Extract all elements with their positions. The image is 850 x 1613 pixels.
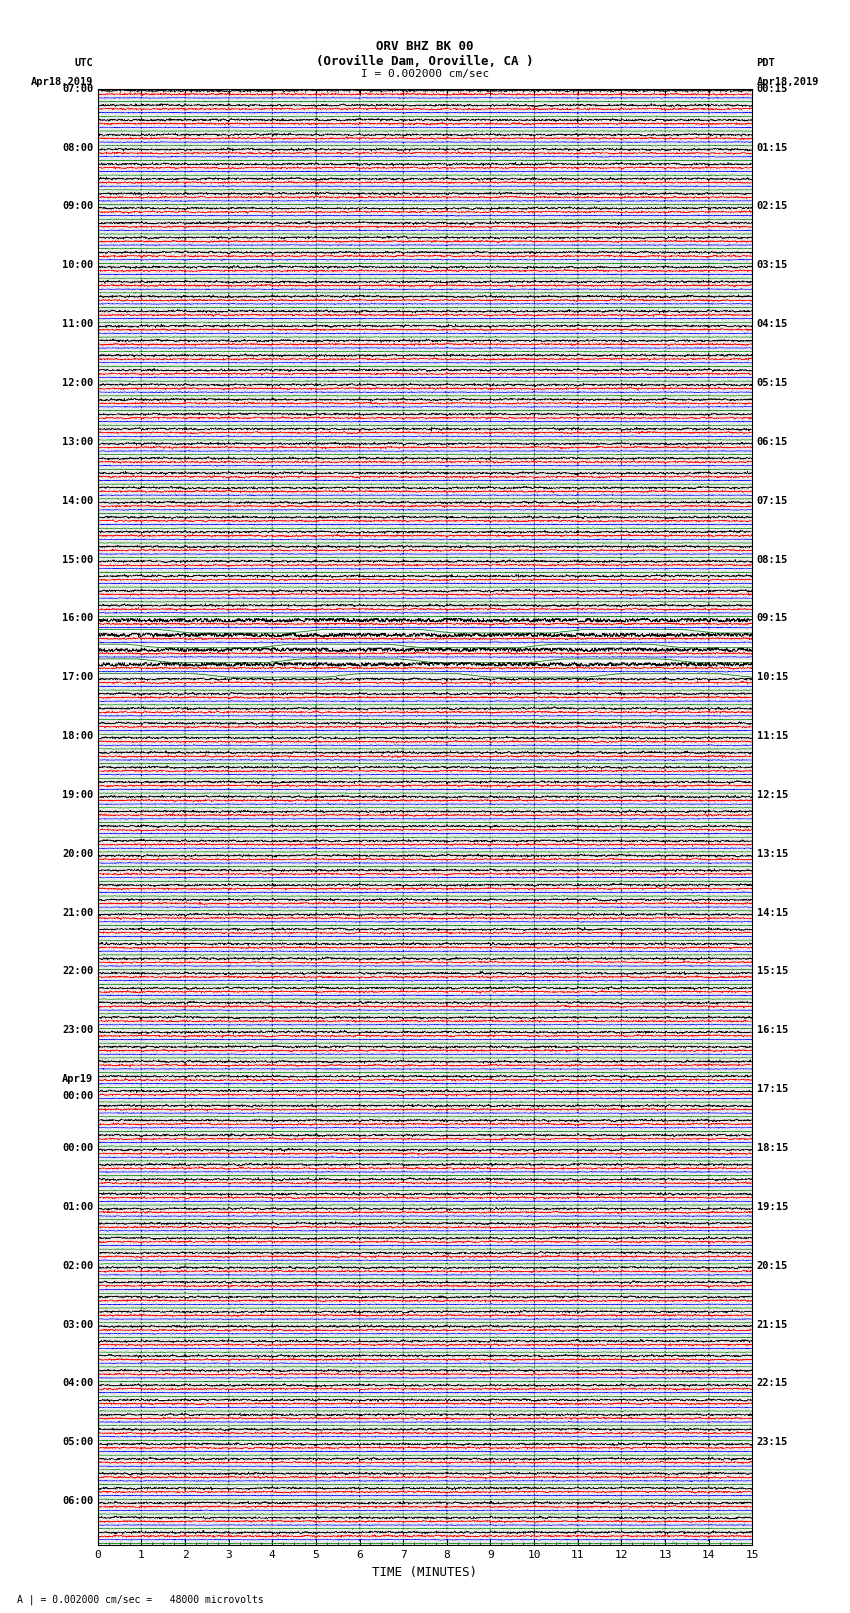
Text: 06:00: 06:00 xyxy=(62,1497,94,1507)
Text: 10:15: 10:15 xyxy=(756,673,788,682)
Text: 14:15: 14:15 xyxy=(756,908,788,918)
Text: 15:00: 15:00 xyxy=(62,555,94,565)
Text: 23:15: 23:15 xyxy=(756,1437,788,1447)
Text: (Oroville Dam, Oroville, CA ): (Oroville Dam, Oroville, CA ) xyxy=(316,55,534,68)
Text: 02:15: 02:15 xyxy=(756,202,788,211)
Text: 18:00: 18:00 xyxy=(62,731,94,740)
Text: 06:15: 06:15 xyxy=(756,437,788,447)
Text: 17:15: 17:15 xyxy=(756,1084,788,1094)
Text: 12:00: 12:00 xyxy=(62,377,94,389)
Text: 21:15: 21:15 xyxy=(756,1319,788,1329)
Text: 01:15: 01:15 xyxy=(756,142,788,153)
Text: 14:00: 14:00 xyxy=(62,495,94,505)
X-axis label: TIME (MINUTES): TIME (MINUTES) xyxy=(372,1566,478,1579)
Text: 04:00: 04:00 xyxy=(62,1379,94,1389)
Text: 05:15: 05:15 xyxy=(756,377,788,389)
Text: 13:00: 13:00 xyxy=(62,437,94,447)
Text: ORV BHZ BK 00: ORV BHZ BK 00 xyxy=(377,40,473,53)
Text: 08:15: 08:15 xyxy=(756,555,788,565)
Text: 09:00: 09:00 xyxy=(62,202,94,211)
Text: 22:15: 22:15 xyxy=(756,1379,788,1389)
Text: 19:15: 19:15 xyxy=(756,1202,788,1211)
Text: Apr18,2019: Apr18,2019 xyxy=(31,77,94,87)
Text: 07:15: 07:15 xyxy=(756,495,788,505)
Text: 10:00: 10:00 xyxy=(62,260,94,271)
Text: I = 0.002000 cm/sec: I = 0.002000 cm/sec xyxy=(361,69,489,79)
Text: 01:00: 01:00 xyxy=(62,1202,94,1211)
Text: 04:15: 04:15 xyxy=(756,319,788,329)
Text: 21:00: 21:00 xyxy=(62,908,94,918)
Text: UTC: UTC xyxy=(75,58,94,68)
Text: 19:00: 19:00 xyxy=(62,790,94,800)
Text: 16:15: 16:15 xyxy=(756,1026,788,1036)
Text: Apr19: Apr19 xyxy=(62,1074,94,1084)
Text: 16:00: 16:00 xyxy=(62,613,94,623)
Text: 18:15: 18:15 xyxy=(756,1144,788,1153)
Text: 05:00: 05:00 xyxy=(62,1437,94,1447)
Text: 15:15: 15:15 xyxy=(756,966,788,976)
Text: 09:15: 09:15 xyxy=(756,613,788,623)
Text: A | = 0.002000 cm/sec =   48000 microvolts: A | = 0.002000 cm/sec = 48000 microvolts xyxy=(17,1594,264,1605)
Text: 00:00: 00:00 xyxy=(62,1144,94,1153)
Text: 08:00: 08:00 xyxy=(62,142,94,153)
Text: 11:00: 11:00 xyxy=(62,319,94,329)
Text: PDT: PDT xyxy=(756,58,775,68)
Text: 00:15: 00:15 xyxy=(756,84,788,94)
Text: 03:00: 03:00 xyxy=(62,1319,94,1329)
Text: 13:15: 13:15 xyxy=(756,848,788,858)
Text: 11:15: 11:15 xyxy=(756,731,788,740)
Text: Apr18,2019: Apr18,2019 xyxy=(756,77,819,87)
Text: 03:15: 03:15 xyxy=(756,260,788,271)
Text: 00:00: 00:00 xyxy=(62,1090,94,1100)
Text: 02:00: 02:00 xyxy=(62,1261,94,1271)
Text: 23:00: 23:00 xyxy=(62,1026,94,1036)
Text: 22:00: 22:00 xyxy=(62,966,94,976)
Text: 07:00: 07:00 xyxy=(62,84,94,94)
Text: 17:00: 17:00 xyxy=(62,673,94,682)
Text: 20:00: 20:00 xyxy=(62,848,94,858)
Text: 12:15: 12:15 xyxy=(756,790,788,800)
Text: 20:15: 20:15 xyxy=(756,1261,788,1271)
